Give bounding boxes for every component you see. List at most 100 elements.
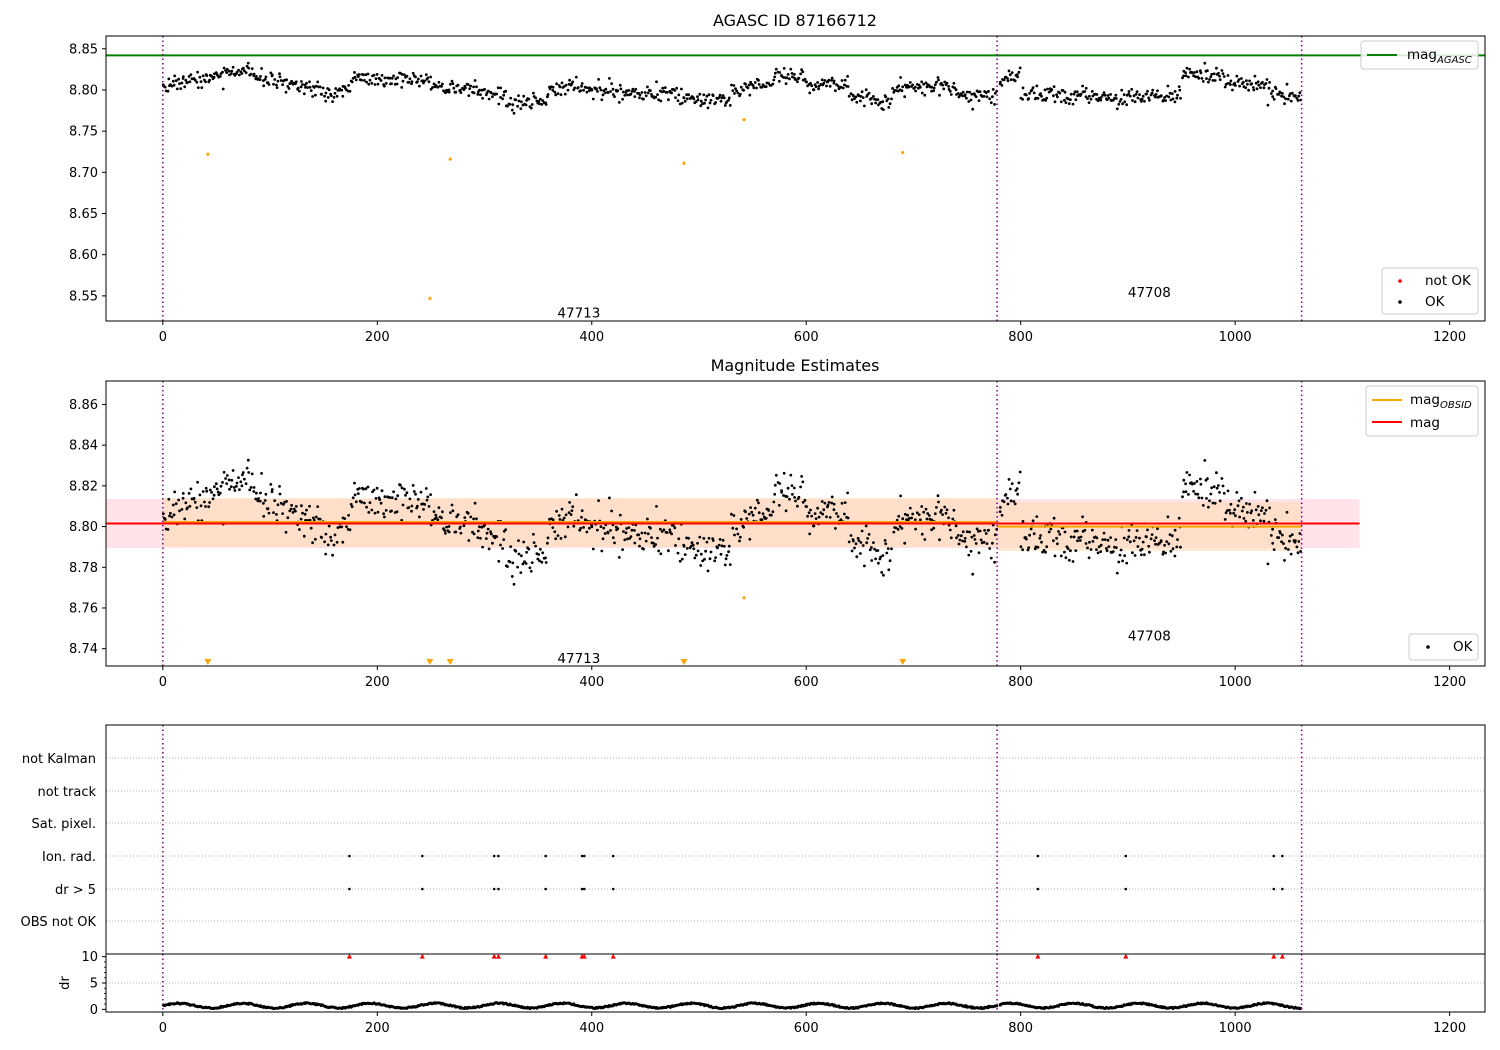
outlier-point bbox=[448, 157, 452, 161]
ok-point bbox=[1281, 533, 1284, 537]
ok-point bbox=[1091, 540, 1095, 543]
ok-point bbox=[879, 555, 882, 559]
ok-point bbox=[520, 554, 523, 558]
ok-point bbox=[1019, 545, 1023, 549]
ok-point bbox=[839, 518, 843, 522]
ok-point bbox=[541, 551, 545, 555]
ok-point bbox=[969, 98, 973, 102]
ok-point bbox=[1185, 471, 1189, 474]
ok-point bbox=[1090, 528, 1094, 532]
ok-point bbox=[198, 493, 202, 497]
ok-point bbox=[414, 492, 417, 496]
ok-point bbox=[1173, 528, 1177, 532]
ok-point bbox=[1201, 80, 1205, 83]
ok-point bbox=[760, 518, 764, 522]
ok-point bbox=[423, 79, 427, 83]
ok-point bbox=[640, 91, 644, 94]
flag-point bbox=[582, 854, 586, 858]
ok-point bbox=[466, 83, 470, 86]
ok-point bbox=[913, 85, 917, 89]
ok-point bbox=[617, 101, 621, 104]
ok-point bbox=[1132, 94, 1136, 98]
ok-point bbox=[237, 476, 240, 479]
ok-point bbox=[621, 548, 624, 551]
ok-point bbox=[434, 516, 438, 519]
ok-point bbox=[230, 69, 234, 73]
ok-point bbox=[707, 93, 711, 97]
ok-point bbox=[499, 96, 502, 99]
ok-point bbox=[714, 556, 717, 559]
ok-point bbox=[638, 93, 642, 97]
ok-point bbox=[623, 538, 627, 542]
ok-point bbox=[874, 557, 877, 561]
ok-point bbox=[1244, 519, 1248, 523]
ok-point bbox=[408, 77, 412, 81]
ok-point bbox=[1184, 74, 1188, 78]
ok-point bbox=[566, 525, 570, 529]
ok-point bbox=[174, 79, 178, 83]
ok-point bbox=[195, 80, 199, 84]
ok-point bbox=[1030, 88, 1034, 92]
ok-point bbox=[329, 539, 333, 542]
ok-point bbox=[777, 79, 781, 83]
ok-point bbox=[757, 501, 760, 505]
ok-point bbox=[481, 545, 484, 549]
ok-point bbox=[771, 510, 775, 514]
ok-point bbox=[275, 513, 278, 516]
ok-point bbox=[175, 87, 179, 91]
ok-point bbox=[894, 89, 898, 92]
ok-point bbox=[687, 93, 690, 97]
ok-point bbox=[318, 517, 322, 521]
ok-point bbox=[1264, 508, 1268, 512]
ok-point bbox=[977, 99, 981, 102]
ok-point bbox=[698, 535, 702, 539]
ok-point bbox=[1213, 79, 1217, 82]
ok-point bbox=[1210, 486, 1214, 490]
ok-point bbox=[1296, 99, 1300, 102]
ok-point bbox=[243, 477, 246, 481]
ok-point bbox=[373, 83, 377, 86]
ok-point bbox=[411, 71, 415, 75]
ok-point bbox=[538, 102, 541, 106]
ok-point bbox=[727, 98, 730, 102]
ok-point bbox=[930, 528, 933, 532]
ok-point bbox=[944, 511, 948, 515]
ok-point bbox=[383, 84, 386, 88]
ok-point bbox=[656, 93, 659, 96]
ok-point bbox=[791, 75, 794, 79]
ok-point bbox=[383, 515, 386, 519]
ok-point bbox=[709, 550, 713, 554]
ok-point bbox=[1007, 69, 1011, 73]
magnitude-panel-y-tick-labels: 8.74 8.76 8.78 8.80 8.82 8.84 8.86 bbox=[69, 398, 98, 657]
ok-point bbox=[1286, 548, 1290, 551]
ok-point bbox=[1215, 66, 1218, 70]
ok-point bbox=[314, 84, 318, 88]
ok-point bbox=[1190, 71, 1194, 75]
ok-point bbox=[348, 89, 352, 93]
ok-point bbox=[189, 487, 193, 491]
ok-point bbox=[1259, 519, 1262, 523]
ok-point bbox=[335, 94, 339, 98]
ok-point bbox=[440, 85, 443, 88]
ok-point bbox=[1272, 548, 1276, 551]
ok-point bbox=[1099, 550, 1103, 553]
ok-point bbox=[949, 536, 953, 540]
ok-point bbox=[410, 80, 414, 83]
ok-point bbox=[991, 541, 994, 545]
legend-ok-marker bbox=[1398, 300, 1402, 304]
ok-point bbox=[235, 70, 239, 74]
ok-point bbox=[658, 527, 662, 531]
ok-point bbox=[852, 539, 855, 543]
ok-point bbox=[1063, 98, 1066, 102]
ok-point bbox=[1266, 562, 1270, 566]
y-tick-label: 8.85 bbox=[69, 42, 98, 57]
ok-point bbox=[655, 80, 658, 84]
ok-point bbox=[611, 93, 615, 96]
ok-point bbox=[302, 92, 306, 96]
ok-point bbox=[1193, 482, 1196, 485]
ok-point bbox=[517, 552, 521, 556]
ok-point bbox=[1156, 89, 1159, 93]
y-tick-label: 8.84 bbox=[69, 439, 98, 454]
ok-point bbox=[331, 553, 334, 557]
ok-point bbox=[509, 96, 513, 100]
